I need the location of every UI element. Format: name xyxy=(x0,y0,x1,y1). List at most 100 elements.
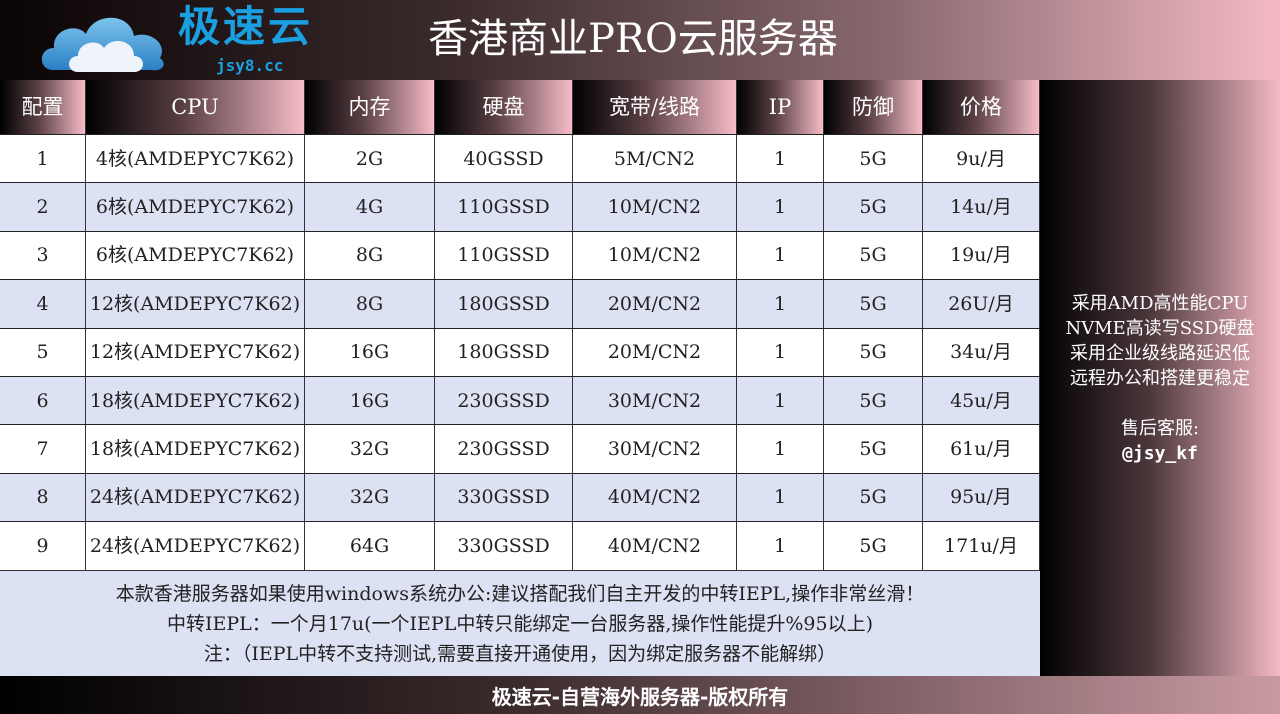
table-cell: 6 xyxy=(0,376,86,425)
table-cell: 8G xyxy=(305,280,435,328)
table-cell: 5G xyxy=(824,376,923,425)
note-line: 中转IEPL：一个月17u(一个IEPL中转只能绑定一台服务器,操作性能提升%9… xyxy=(166,612,874,635)
feature-item: NVME高读写SSD硬盘 xyxy=(1065,317,1255,339)
table-cell: 8 xyxy=(0,473,86,522)
table-cell: 4 xyxy=(0,280,86,328)
table-cell: 4G xyxy=(305,183,435,231)
table-cell: 1 xyxy=(737,183,824,231)
table-row: 5 12核(AMDEPYC7K62) 16G 180GSSD 20M/CN2 1 5G 34u… xyxy=(0,328,1040,377)
table-cell: 34u/月 xyxy=(923,328,1040,376)
table-cell: 5G xyxy=(824,231,923,280)
table-cell: 110GSSD xyxy=(435,231,573,280)
table-cell: 20M/CN2 xyxy=(573,280,737,328)
note-line: 注：（IEPL中转不支持测试,需要直接开通使用，因为绑定服务器不能解绑） xyxy=(203,642,837,665)
table-cell: 1 xyxy=(737,135,824,183)
column-header: 防御 xyxy=(824,80,923,134)
table-cell: 5G xyxy=(824,135,923,183)
feature-item: 采用AMD高性能CPU xyxy=(1071,292,1249,314)
note-line: 本款香港服务器如果使用windows系统办公:建议搭配我们自主开发的中转IEPL… xyxy=(115,582,925,605)
table-row: 3 6核(AMDEPYC7K62) 8G 110GSSD 10M/CN2 1 5G 19u/月 xyxy=(0,231,1040,281)
table-cell: 5G xyxy=(824,280,923,328)
table-cell: 40M/CN2 xyxy=(573,473,737,522)
table-row: 4 12核(AMDEPYC7K62) 8G 180GSSD 20M/CN2 1 5G 26U/… xyxy=(0,280,1040,329)
table-cell: 110GSSD xyxy=(435,183,573,231)
column-header: 价格 xyxy=(923,80,1040,134)
table-cell: 14u/月 xyxy=(923,183,1040,231)
table-cell: 1 xyxy=(737,280,824,328)
table-cell: 26U/月 xyxy=(923,280,1040,328)
table-cell: 5G xyxy=(824,328,923,376)
table-cell: 10M/CN2 xyxy=(573,231,737,280)
table-row: 1 4核(AMDEPYC7K62) 2G 40GSSD 5M/CN2 1 5G 9u/月 xyxy=(0,135,1040,184)
table-row: 7 18核(AMDEPYC7K62) 32G 230GSSD 30M/CN2 1 5G 61u… xyxy=(0,425,1040,474)
table-cell: 30M/CN2 xyxy=(573,425,737,473)
table-cell: 3 xyxy=(0,231,86,280)
footer-copyright: 极速云-自营海外服务器-版权所有 xyxy=(0,676,1280,714)
table-row: 8 24核(AMDEPYC7K62) 32G 330GSSD 40M/CN2 1 5G 95u… xyxy=(0,473,1040,523)
support-handle: @jsy_kf xyxy=(1122,442,1198,464)
table-cell: 1 xyxy=(737,231,824,280)
table-cell: 1 xyxy=(0,135,86,183)
table-cell: 1 xyxy=(737,376,824,425)
table-row: 6 18核(AMDEPYC7K62) 16G 230GSSD 30M/CN2 1 5G 45u… xyxy=(0,376,1040,426)
table-cell: 9u/月 xyxy=(923,135,1040,183)
table-cell: 9 xyxy=(0,522,86,570)
table-cell: 4核(AMDEPYC7K62) xyxy=(86,135,305,183)
table-cell: 230GSSD xyxy=(435,376,573,425)
table-cell: 45u/月 xyxy=(923,376,1040,425)
table-cell: 16G xyxy=(305,376,435,425)
table-cell: 1 xyxy=(737,328,824,376)
column-header: 硬盘 xyxy=(435,80,573,134)
table-cell: 1 xyxy=(737,425,824,473)
table-cell: 1 xyxy=(737,522,824,570)
column-header: IP xyxy=(737,80,824,134)
table-cell: 40M/CN2 xyxy=(573,522,737,570)
table-cell: 8G xyxy=(305,231,435,280)
table-cell: 10M/CN2 xyxy=(573,183,737,231)
table-cell: 2G xyxy=(305,135,435,183)
table-cell: 171u/月 xyxy=(923,522,1040,570)
table-cell: 6核(AMDEPYC7K62) xyxy=(86,183,305,231)
column-header: 内存 xyxy=(305,80,435,134)
table-cell: 7 xyxy=(0,425,86,473)
page-title: 香港商业PRO云服务器 xyxy=(428,16,838,62)
brand-name: 极速云 xyxy=(178,2,314,51)
table-cell: 5G xyxy=(824,473,923,522)
table-cell: 24核(AMDEPYC7K62) xyxy=(86,522,305,570)
table-cell: 16G xyxy=(305,328,435,376)
table-header: 配置 CPU 内存 硬盘 宽带/线路 IP 防御 价格 xyxy=(0,80,1040,135)
table-cell: 330GSSD xyxy=(435,473,573,522)
table-cell: 5 xyxy=(0,328,86,376)
table-cell: 5G xyxy=(824,183,923,231)
table-cell: 12核(AMDEPYC7K62) xyxy=(86,328,305,376)
table-cell: 18核(AMDEPYC7K62) xyxy=(86,425,305,473)
column-header: 配置 xyxy=(0,80,86,134)
table-cell: 64G xyxy=(305,522,435,570)
table-cell: 5M/CN2 xyxy=(573,135,737,183)
table-cell: 30M/CN2 xyxy=(573,376,737,425)
table-cell: 6核(AMDEPYC7K62) xyxy=(86,231,305,280)
table-cell: 2 xyxy=(0,183,86,231)
table-cell: 61u/月 xyxy=(923,425,1040,473)
table-cell: 180GSSD xyxy=(435,328,573,376)
table-cell: 5G xyxy=(824,425,923,473)
table-cell: 1 xyxy=(737,473,824,522)
brand-domain: jsy8.cc xyxy=(216,56,284,75)
table-cell: 12核(AMDEPYC7K62) xyxy=(86,280,305,328)
features-sidebar: 采用AMD高性能CPU NVME高读写SSD硬盘 采用企业级线路延迟低 远程办公… xyxy=(1040,80,1280,676)
notes-panel: 本款香港服务器如果使用windows系统办公:建议搭配我们自主开发的中转IEPL… xyxy=(0,570,1040,676)
column-header: 宽带/线路 xyxy=(573,80,737,134)
feature-item: 采用企业级线路延迟低 xyxy=(1070,342,1250,364)
table-row: 9 24核(AMDEPYC7K62) 64G 330GSSD 40M/CN2 1 5G 171… xyxy=(0,522,1040,571)
support-label: 售后客服: xyxy=(1120,417,1200,439)
table-cell: 20M/CN2 xyxy=(573,328,737,376)
cloud-logo-icon xyxy=(41,17,164,72)
table-cell: 230GSSD xyxy=(435,425,573,473)
table-cell: 18核(AMDEPYC7K62) xyxy=(86,376,305,425)
table-cell: 40GSSD xyxy=(435,135,573,183)
table-cell: 330GSSD xyxy=(435,522,573,570)
table-cell: 19u/月 xyxy=(923,231,1040,280)
column-header: CPU xyxy=(86,80,305,134)
feature-item: 远程办公和搭建更稳定 xyxy=(1070,367,1250,389)
table-cell: 32G xyxy=(305,473,435,522)
